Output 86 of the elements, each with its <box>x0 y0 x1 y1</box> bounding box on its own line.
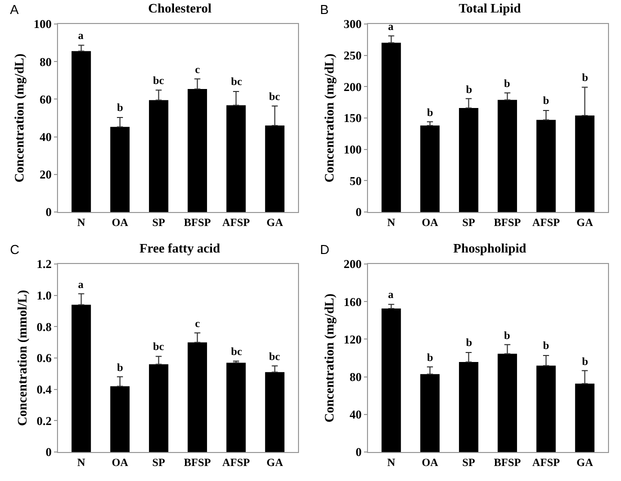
x-tick-label: N <box>387 457 396 470</box>
annotation: bc <box>231 346 242 358</box>
chart-title: Phospholipid <box>453 240 528 256</box>
y-tick-label: 1.0 <box>36 288 52 303</box>
chart-title: Cholesterol <box>148 0 212 16</box>
x-tick-label: BFSP <box>184 217 212 230</box>
x-tick-label: AFSP <box>532 457 560 470</box>
annotation: a <box>388 289 394 301</box>
y-tick-label: 0.8 <box>36 320 52 334</box>
x-tick-label: AFSP <box>532 217 560 230</box>
y-tick-label: 0 <box>46 445 52 460</box>
annotation: b <box>504 330 510 342</box>
y-tick-label: 20 <box>40 168 52 182</box>
y-tick-label: 40 <box>350 408 362 422</box>
x-tick-label: BFSP <box>184 457 212 470</box>
y-tick-label: 200 <box>344 257 362 272</box>
x-tick-label: N <box>77 457 86 470</box>
y-tick-label: 0.4 <box>36 382 52 397</box>
y-axis-title: Concentration (mg/dL) <box>12 54 27 182</box>
annotation: b <box>117 362 124 374</box>
y-tick-label: 200 <box>344 80 362 94</box>
x-tick-label: BFSP <box>494 457 522 470</box>
y-tick-label: 160 <box>344 294 362 309</box>
x-tick-label: N <box>77 217 86 230</box>
annotation: bc <box>269 351 280 363</box>
chart-title: Total Lipid <box>458 0 522 16</box>
x-tick-label: AFSP <box>222 217 250 230</box>
text: D <box>320 242 330 257</box>
text: A <box>10 2 19 17</box>
text: B <box>320 2 329 17</box>
x-tick-label: AFSP <box>222 457 250 470</box>
y-tick-label: 0.2 <box>36 414 52 428</box>
x-tick-label: OA <box>112 217 128 230</box>
annotation: bc <box>231 76 242 88</box>
y-tick-label: 1.2 <box>36 257 52 272</box>
annotation: b <box>543 95 550 107</box>
annotation: c <box>195 64 200 76</box>
chart-title: Free fatty acid <box>139 240 221 256</box>
annotation: b <box>466 337 472 349</box>
x-tick-label: SP <box>462 217 476 230</box>
y-tick-label: 150 <box>344 111 362 126</box>
annotation: b <box>427 107 434 119</box>
x-tick-label: SP <box>152 217 166 230</box>
x-tick-label: SP <box>152 457 166 470</box>
y-tick-label: 60 <box>40 92 52 106</box>
annotation: c <box>195 318 200 330</box>
y-axis-title: Concentration (mmol/L) <box>14 290 30 426</box>
annotation: b <box>466 84 472 96</box>
x-tick-label: GA <box>266 457 284 470</box>
y-tick-label: 300 <box>344 17 362 32</box>
x-tick-label: GA <box>576 457 594 470</box>
y-tick-label: 0 <box>356 445 362 460</box>
y-tick-label: 250 <box>344 48 362 63</box>
annotation: a <box>78 30 84 42</box>
y-tick-label: 50 <box>350 174 362 188</box>
annotation: a <box>78 279 84 291</box>
annotation: b <box>117 102 124 114</box>
x-tick-label: OA <box>422 457 438 470</box>
x-tick-label: SP <box>462 457 476 470</box>
y-tick-label: 0.6 <box>36 351 52 366</box>
y-tick-label: 120 <box>344 332 362 346</box>
annotation: b <box>543 340 550 352</box>
y-tick-label: 100 <box>344 142 362 157</box>
annotation: bc <box>153 341 164 353</box>
y-tick-label: 40 <box>40 130 52 144</box>
annotation: b <box>504 78 510 90</box>
text: C <box>10 242 20 257</box>
x-tick-label: GA <box>576 217 594 230</box>
annotation: bc <box>269 91 280 103</box>
y-tick-label: 80 <box>40 54 52 69</box>
annotation: b <box>427 352 434 364</box>
x-tick-label: GA <box>266 217 284 230</box>
y-tick-label: 80 <box>350 370 362 384</box>
x-tick-label: OA <box>422 217 438 230</box>
y-axis-title: Concentration (mg/dL) <box>322 54 337 182</box>
y-tick-label: 0 <box>46 205 52 220</box>
x-tick-label: N <box>387 217 396 230</box>
annotation: a <box>388 21 394 33</box>
annotation: b <box>582 356 588 368</box>
annotation: b <box>582 72 588 84</box>
annotation: bc <box>153 75 164 87</box>
x-tick-label: OA <box>112 457 128 470</box>
y-tick-label: 0 <box>356 205 362 220</box>
x-tick-label: BFSP <box>494 217 522 230</box>
y-tick-label: 100 <box>34 17 52 32</box>
y-axis-title: Concentration (mg/dL) <box>322 294 337 422</box>
